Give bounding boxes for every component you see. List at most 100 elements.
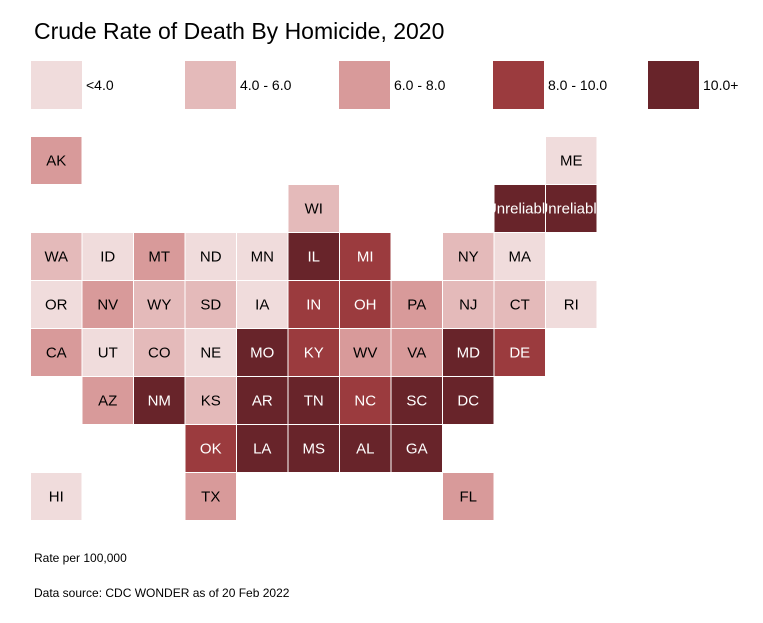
state-tile-rect [546, 185, 597, 232]
state-tile-label: NV [97, 297, 118, 314]
legend-label-1: <4.0 [86, 77, 114, 93]
legend-swatch-1 [31, 61, 82, 109]
state-tile-rect [391, 329, 442, 376]
state-tile-47: GA [391, 425, 442, 472]
state-tile-rect [391, 281, 442, 328]
state-tile-rect [443, 329, 494, 376]
state-tile-rect [288, 377, 339, 424]
state-tile-rect [134, 281, 185, 328]
state-tile-rect [494, 329, 545, 376]
state-tile-30: KY [288, 329, 339, 376]
state-tile-2: WI [288, 185, 339, 232]
state-tile-label: IL [307, 249, 320, 266]
state-tile-label: SD [200, 297, 221, 314]
state-tile-label: PA [407, 297, 426, 314]
state-tile-rect [443, 377, 494, 424]
state-tile-38: AR [237, 377, 288, 424]
state-tile-label: AZ [98, 393, 117, 410]
state-tile-label: RI [564, 297, 579, 314]
state-tile-45: MS [288, 425, 339, 472]
state-tile-25: CA [31, 329, 82, 376]
state-tile-rect [288, 425, 339, 472]
state-tile-4: Unreliable [537, 185, 605, 232]
state-tile-40: NC [340, 377, 391, 424]
state-tile-23: CT [494, 281, 545, 328]
state-tile-label: IN [306, 297, 321, 314]
state-tile-rect [82, 329, 133, 376]
state-tile-37: KS [185, 377, 236, 424]
chart-title: Crude Rate of Death By Homicide, 2020 [34, 18, 445, 44]
state-tile-label: WA [44, 249, 68, 266]
state-tile-32: VA [391, 329, 442, 376]
state-tile-label: CT [510, 297, 530, 314]
state-tile-rect [31, 137, 82, 184]
state-tile-rect [134, 329, 185, 376]
state-tile-rect [340, 233, 391, 280]
state-tile-rect [443, 233, 494, 280]
state-tile-6: ID [82, 233, 133, 280]
state-tile-14: OR [31, 281, 82, 328]
state-tile-label: CA [46, 345, 67, 362]
legend-swatch-5 [648, 61, 699, 109]
state-tile-44: LA [237, 425, 288, 472]
state-tile-rect [82, 377, 133, 424]
state-tile-label: Unreliable [537, 201, 605, 218]
state-tile-label: Unreliable [486, 201, 554, 218]
state-tile-rect [31, 281, 82, 328]
state-tile-label: MD [457, 345, 480, 362]
state-tile-label: DC [457, 393, 479, 410]
state-tile-label: HI [49, 489, 64, 506]
state-tile-label: KY [304, 345, 324, 362]
state-tile-rect [288, 185, 339, 232]
state-tile-label: TN [304, 393, 324, 410]
state-tile-label: LA [253, 441, 271, 458]
state-tile-rect [288, 233, 339, 280]
state-tile-rect [288, 281, 339, 328]
state-tile-label: CO [148, 345, 171, 362]
state-tile-19: IN [288, 281, 339, 328]
state-tile-label: OR [45, 297, 68, 314]
state-tile-24: RI [546, 281, 597, 328]
state-tile-rect [443, 473, 494, 520]
state-tile-21: PA [391, 281, 442, 328]
state-tile-17: SD [185, 281, 236, 328]
state-tile-label: NC [354, 393, 376, 410]
state-tile-label: NM [148, 393, 171, 410]
state-tile-39: TN [288, 377, 339, 424]
state-tile-12: NY [443, 233, 494, 280]
state-tile-1: ME [546, 137, 597, 184]
state-tile-rect [340, 377, 391, 424]
state-tile-42: DC [443, 377, 494, 424]
state-tile-label: WV [353, 345, 377, 362]
state-tile-29: MO [237, 329, 288, 376]
state-tile-36: NM [134, 377, 185, 424]
state-tile-rect [185, 329, 236, 376]
legend-label-2: 4.0 - 6.0 [240, 77, 292, 93]
state-tile-3: Unreliable [486, 185, 554, 232]
state-tile-label: AK [46, 153, 66, 170]
state-tile-label: MO [250, 345, 274, 362]
state-tile-label: NJ [459, 297, 477, 314]
state-tile-rect [494, 281, 545, 328]
state-tile-26: UT [82, 329, 133, 376]
state-tile-11: MI [340, 233, 391, 280]
state-tile-49: TX [185, 473, 236, 520]
legend-label-3: 6.0 - 8.0 [394, 77, 446, 93]
state-tile-label: MA [509, 249, 532, 266]
state-tile-label: ID [100, 249, 115, 266]
state-tile-rect [185, 425, 236, 472]
state-tile-rect [185, 281, 236, 328]
state-tile-rect [340, 425, 391, 472]
state-tile-rect [185, 377, 236, 424]
state-tile-label: WY [147, 297, 171, 314]
state-tile-label: UT [98, 345, 118, 362]
state-tile-13: MA [494, 233, 545, 280]
state-tile-rect [237, 425, 288, 472]
state-tile-rect [134, 233, 185, 280]
state-tile-7: MT [134, 233, 185, 280]
legend-swatch-2 [185, 61, 236, 109]
state-tile-15: NV [82, 281, 133, 328]
state-tile-rect [391, 425, 442, 472]
state-tile-20: OH [340, 281, 391, 328]
